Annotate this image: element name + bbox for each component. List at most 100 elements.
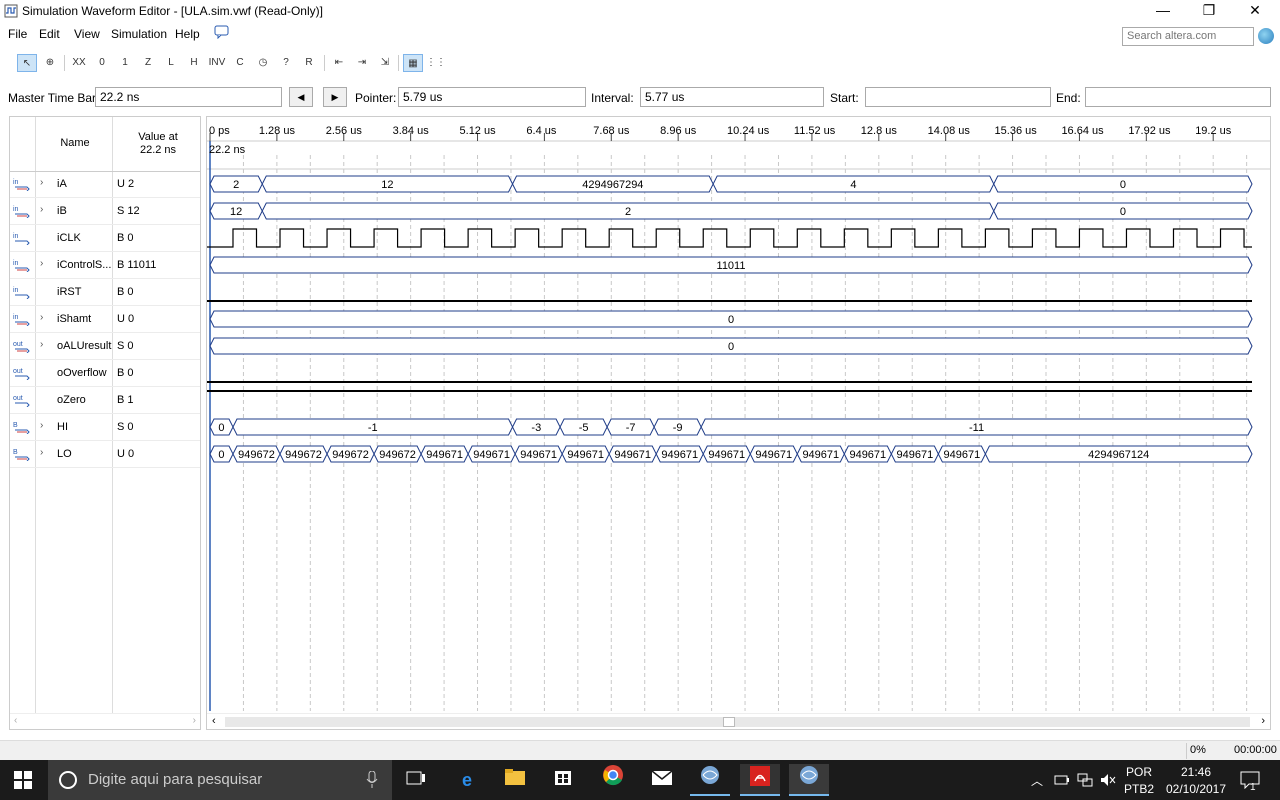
notification-icon[interactable] xyxy=(1240,771,1260,789)
quartus-icon[interactable] xyxy=(690,764,730,796)
expand-chevron-icon[interactable]: › xyxy=(40,339,44,350)
network-icon[interactable] xyxy=(1077,772,1093,788)
signal-value: U 0 xyxy=(117,448,135,460)
forcing-low-icon[interactable]: 0 xyxy=(99,57,105,68)
bus-value-label: -3 xyxy=(531,422,541,434)
feedback-icon[interactable] xyxy=(214,25,230,39)
minimize-button[interactable]: — xyxy=(1156,2,1170,18)
input-pin-icon: in xyxy=(13,231,31,246)
high-impedance-icon[interactable]: Z xyxy=(144,57,152,68)
scroll-right-icon[interactable]: › xyxy=(192,715,196,726)
clock-time[interactable]: 21:46 xyxy=(1180,765,1212,779)
globe-icon[interactable] xyxy=(1258,28,1274,44)
invert-icon[interactable]: INV xyxy=(208,57,226,68)
master-time-bar-field[interactable]: 22.2 ns xyxy=(95,87,282,107)
signal-row-ooverflow[interactable]: out oOverflow B 0 xyxy=(10,360,200,387)
search-input[interactable]: Search altera.com xyxy=(1122,27,1254,46)
show-hidden-icons[interactable]: ︿ xyxy=(1031,774,1044,788)
microphone-icon[interactable] xyxy=(366,771,378,789)
weak-high-icon[interactable]: H xyxy=(190,57,198,68)
count-value-icon[interactable]: C xyxy=(236,57,244,68)
next-transition-button[interactable]: ▶ xyxy=(323,87,347,107)
ruler-tick-label: 15.36 us xyxy=(995,125,1038,137)
clock-icon[interactable]: ◷ xyxy=(258,57,268,68)
expand-chevron-icon[interactable]: › xyxy=(40,420,44,431)
scroll-thumb[interactable] xyxy=(723,717,735,727)
signal-row-ishamt[interactable]: in › iShamt U 0 xyxy=(10,306,200,333)
windows-start-icon[interactable] xyxy=(14,771,32,789)
forcing-high-icon[interactable]: 1 xyxy=(122,57,128,68)
weak-low-icon[interactable]: L xyxy=(168,57,174,68)
bus-segment xyxy=(209,337,1253,355)
signal-row-icontrols[interactable]: in › iControlS... B 11011 xyxy=(10,252,200,279)
menu-simulation[interactable]: Simulation xyxy=(111,27,168,41)
language-secondary[interactable]: PTB2 xyxy=(1124,782,1155,796)
signal-row-ozero[interactable]: out oZero B 1 xyxy=(10,387,200,414)
volume-muted-icon[interactable] xyxy=(1100,772,1116,788)
start-field[interactable] xyxy=(865,87,1051,107)
signal-row-ib[interactable]: in › iB S 12 xyxy=(10,198,200,225)
waveform-panel[interactable]: 0 ps 1.28 us 2.56 us 3.84 us 5.12 us 6.4 us 7.… xyxy=(206,116,1271,730)
menu-file[interactable]: File xyxy=(8,27,28,41)
signal-row-lo[interactable]: B › LO U 0 xyxy=(10,441,200,468)
left-horizontal-scrollbar[interactable]: ‹ › xyxy=(10,713,200,729)
show-grid-icon[interactable]: ⋮⋮ xyxy=(426,57,446,68)
overwrite-icon[interactable]: R xyxy=(305,57,313,68)
language-primary[interactable]: POR xyxy=(1126,765,1153,779)
store-icon[interactable] xyxy=(543,764,583,796)
signal-row-ia[interactable]: in › iA U 2 xyxy=(10,171,200,198)
signal-row-hi[interactable]: B › HI S 0 xyxy=(10,414,200,441)
bus-value-label: -11 xyxy=(969,422,984,434)
edge-icon[interactable]: e xyxy=(461,770,472,790)
scroll-left-icon[interactable]: ‹ xyxy=(14,715,18,726)
clock-date[interactable]: 02/10/2017 xyxy=(1165,782,1227,796)
menu-help[interactable]: Help xyxy=(175,27,200,41)
prev-transition-button[interactable]: ◀ xyxy=(289,87,313,107)
scroll-left-icon[interactable]: ‹ xyxy=(212,715,216,727)
expand-chevron-icon[interactable]: › xyxy=(40,177,44,188)
bus-value-label: 4 xyxy=(850,179,856,191)
task-view-icon[interactable] xyxy=(396,764,436,796)
svg-text:in: in xyxy=(13,179,19,186)
expand-chevron-icon[interactable]: › xyxy=(40,447,44,458)
wave-horizontal-scrollbar[interactable]: ‹ › xyxy=(207,713,1270,729)
expand-chevron-icon[interactable]: › xyxy=(40,204,44,215)
forcing-unknown-icon[interactable]: XX xyxy=(72,57,86,68)
selection-tool-icon[interactable]: ↖ xyxy=(17,54,37,72)
snap-to-grid-icon[interactable]: ▦ xyxy=(403,54,423,72)
close-button[interactable]: ✕ xyxy=(1249,2,1261,18)
end-field[interactable] xyxy=(1085,87,1271,107)
signal-row-iclk[interactable]: in iCLK B 0 xyxy=(10,225,200,252)
taskbar-search-input[interactable]: Digite aqui para pesquisar xyxy=(48,760,392,800)
pointer-label: Pointer: xyxy=(355,91,397,105)
bus-value-label: 949671 xyxy=(849,449,886,461)
svg-text:in: in xyxy=(13,287,19,294)
value-column-header[interactable]: Value at 22.2 ns xyxy=(138,131,178,156)
acrobat-icon[interactable] xyxy=(740,764,780,796)
menu-view[interactable]: View xyxy=(74,27,100,41)
restore-button[interactable]: ❐ xyxy=(1202,2,1216,18)
bus-value-label: -5 xyxy=(579,422,589,434)
zoom-tool-icon[interactable]: ⊕ xyxy=(45,57,55,68)
svg-text:B: B xyxy=(13,422,18,429)
name-column-header[interactable]: Name xyxy=(60,137,90,149)
snap-icon[interactable]: ⇤ xyxy=(334,57,344,68)
mail-icon[interactable] xyxy=(642,764,682,796)
random-icon[interactable]: ? xyxy=(283,57,289,68)
waveform-editor-task-icon[interactable] xyxy=(789,764,829,796)
signal-row-irst[interactable]: in iRST B 0 xyxy=(10,279,200,306)
signal-row-oaluresult[interactable]: out › oALUresult S 0 xyxy=(10,333,200,360)
pointer-field: 5.79 us xyxy=(398,87,586,107)
scroll-right-icon[interactable]: › xyxy=(1261,715,1265,727)
chrome-icon[interactable] xyxy=(593,764,633,796)
menu-edit[interactable]: Edit xyxy=(39,27,60,41)
signal-value: S 0 xyxy=(117,340,134,352)
align-icon[interactable]: ⇥ xyxy=(357,57,367,68)
scroll-track[interactable] xyxy=(225,717,1250,727)
expand-chevron-icon[interactable]: › xyxy=(40,312,44,323)
file-explorer-icon[interactable] xyxy=(495,764,535,796)
group-icon[interactable]: ⇲ xyxy=(380,57,390,68)
waveform-canvas[interactable]: 0 ps 1.28 us 2.56 us 3.84 us 5.12 us 6.4 us 7.… xyxy=(207,117,1270,713)
battery-icon[interactable] xyxy=(1054,773,1070,787)
expand-chevron-icon[interactable]: › xyxy=(40,258,44,269)
